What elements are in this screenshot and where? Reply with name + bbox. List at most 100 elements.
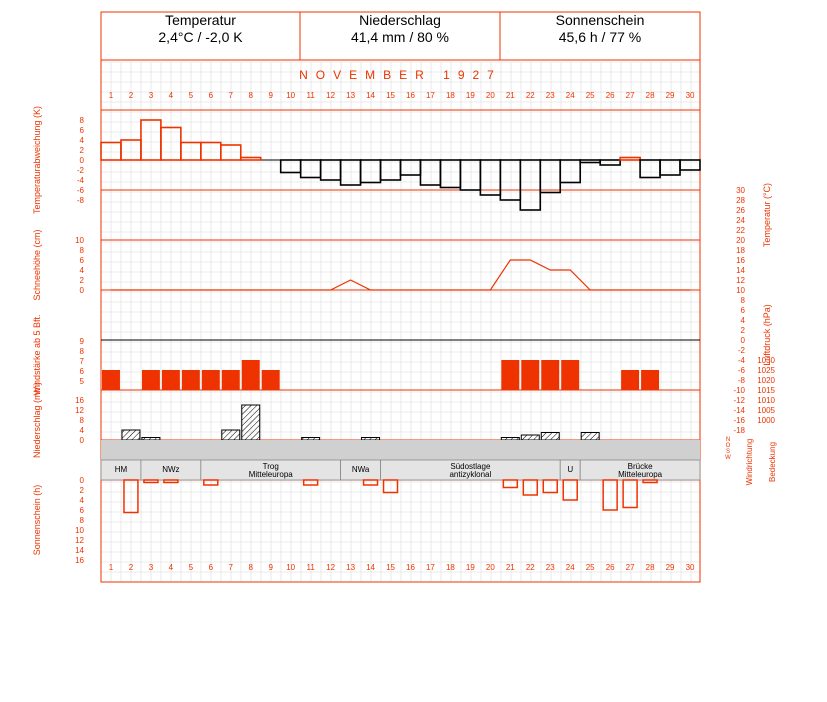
anomaly-bar xyxy=(599,159,621,166)
wind-bar xyxy=(541,360,560,390)
day-label-bottom: 13 xyxy=(346,563,355,572)
header-precipitation-label: Niederschlag xyxy=(359,12,441,28)
pressure-tick: 1025 xyxy=(757,366,775,375)
day-label-bottom: 2 xyxy=(129,563,134,572)
day-label-bottom: 30 xyxy=(686,563,695,572)
day-label-top: 21 xyxy=(506,91,515,100)
temperature-tick: 2 xyxy=(741,326,746,335)
weather-type-cell xyxy=(579,459,701,481)
temperature-tick: 26 xyxy=(736,206,745,215)
anomaly-bar xyxy=(619,156,641,161)
weather-type-sublabel: antizyklonal xyxy=(449,470,491,479)
day-label-bottom: 7 xyxy=(229,563,234,572)
day-label-top: 12 xyxy=(326,91,335,100)
sunshine-tick: 10 xyxy=(75,526,84,535)
snow-tick: 6 xyxy=(80,256,85,265)
wind-bar xyxy=(161,370,180,390)
header-temperature-value: 2,4°C / -2,0 K xyxy=(158,29,243,45)
day-label-top: 29 xyxy=(666,91,675,100)
sunshine-bar xyxy=(562,479,578,501)
sunshine-bar xyxy=(642,479,658,484)
sunshine-bar xyxy=(382,479,399,494)
temperature-tick: -6 xyxy=(738,366,746,375)
anomaly-tick: 4 xyxy=(80,136,85,145)
day-label-top: 23 xyxy=(546,91,555,100)
day-label-top: 2 xyxy=(129,91,134,100)
pressure-axis-label: Luftdruck (hPa) xyxy=(762,304,772,366)
sunshine-bar xyxy=(362,479,379,486)
anomaly-bar xyxy=(439,159,462,189)
temperature-tick: 16 xyxy=(736,256,745,265)
day-label-bottom: 19 xyxy=(466,563,475,572)
day-label-bottom: 29 xyxy=(666,563,675,572)
precip-bar xyxy=(361,437,381,441)
sunshine-bar xyxy=(622,479,638,509)
sunshine-bar xyxy=(542,479,558,494)
wind-dir-axis-label: Windrichtung xyxy=(745,439,754,486)
wind-bar xyxy=(102,370,120,390)
snow-depth-line xyxy=(110,259,691,291)
temperature-tick: 0 xyxy=(741,336,746,345)
temperature-tick: -18 xyxy=(733,426,745,435)
weather-type-sublabel: Mitteleuropa xyxy=(618,470,663,479)
weather-type-label: Brücke xyxy=(628,462,653,471)
day-label-bottom: 27 xyxy=(626,563,635,572)
day-label-bottom: 14 xyxy=(366,563,375,572)
header-sunshine-value: 45,6 h / 77 % xyxy=(558,29,642,45)
day-label-bottom: 4 xyxy=(169,563,174,572)
anomaly-bar xyxy=(359,159,382,184)
wind-tick: 9 xyxy=(80,337,85,346)
temperature-axis-label: Temperatur (°C) xyxy=(762,183,772,247)
weather-type-label: NWa xyxy=(352,465,370,474)
header-temperature-label: Temperatur xyxy=(165,12,236,28)
sunshine-tick: 14 xyxy=(75,546,84,555)
day-label-top: 19 xyxy=(466,91,475,100)
dir-tick: N xyxy=(726,437,730,443)
day-label-bottom: 17 xyxy=(426,563,435,572)
chart-frame xyxy=(100,11,701,583)
wind-bar xyxy=(181,370,200,390)
anomaly-tick: 2 xyxy=(80,146,85,155)
sunshine-bar xyxy=(302,479,319,486)
day-label-top: 28 xyxy=(646,91,655,100)
sunshine-tick: 2 xyxy=(80,486,85,495)
precip-bar xyxy=(241,404,261,441)
sunshine-bar xyxy=(602,479,618,511)
snow-tick: 10 xyxy=(75,236,84,245)
temperature-tick: -14 xyxy=(733,406,745,415)
day-label-top: 24 xyxy=(566,91,575,100)
precip-tick: 8 xyxy=(80,416,85,425)
snow-tick: 0 xyxy=(80,286,85,295)
sunshine-bar xyxy=(163,479,179,484)
temperature-tick: -4 xyxy=(738,356,746,365)
day-label-bottom: 15 xyxy=(386,563,395,572)
wind-bar xyxy=(141,370,160,390)
precip-bar xyxy=(520,434,540,441)
weather-type-label: NWz xyxy=(162,465,179,474)
cloud-axis-label: Bedeckung xyxy=(768,442,777,482)
day-label-top: 27 xyxy=(626,91,635,100)
day-label-top: 3 xyxy=(149,91,154,100)
anomaly-tick: -8 xyxy=(77,196,85,205)
temperature-tick: 6 xyxy=(741,306,746,315)
sunshine-bar xyxy=(522,479,539,496)
temperature-tick: -8 xyxy=(738,376,746,385)
chart-panels xyxy=(100,11,701,583)
anomaly-tick: -6 xyxy=(77,186,85,195)
wind-bar xyxy=(221,370,240,390)
day-label-bottom: 16 xyxy=(406,563,415,572)
anomaly-tick: -4 xyxy=(77,176,85,185)
wind-bar xyxy=(241,360,260,390)
wind-bar xyxy=(201,370,220,390)
day-label-bottom: 10 xyxy=(286,563,295,572)
header-precipitation-value: 41,4 mm / 80 % xyxy=(350,29,450,45)
precip-bar xyxy=(580,432,600,441)
sunshine-tick: 4 xyxy=(80,496,85,505)
day-label-top: 18 xyxy=(446,91,455,100)
precip-tick: 0 xyxy=(80,436,85,445)
temperature-tick: 12 xyxy=(736,276,745,285)
day-label-bottom: 26 xyxy=(606,563,615,572)
sunshine-bar xyxy=(123,479,139,514)
anomaly-bar xyxy=(220,144,242,161)
day-label-top: 8 xyxy=(249,91,254,100)
